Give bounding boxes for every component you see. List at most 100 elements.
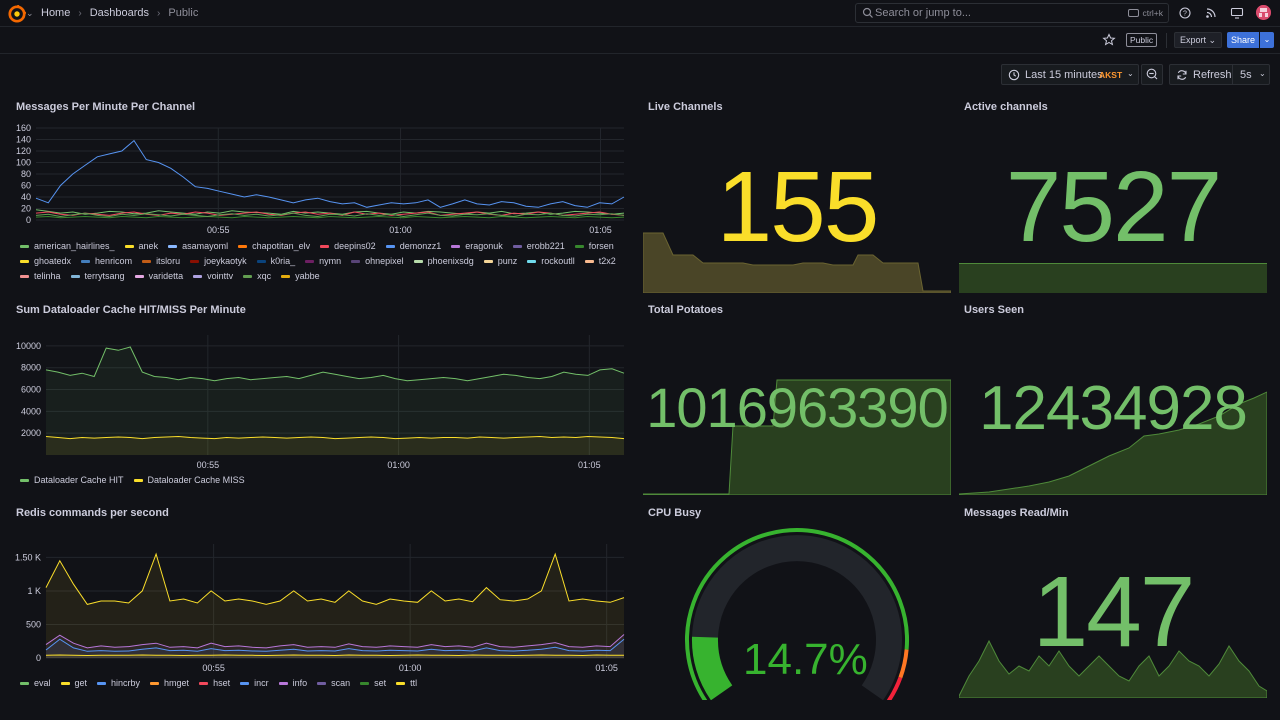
legend-item[interactable]: telinha [20,271,61,281]
series-line-info [45,634,625,649]
legend-item[interactable]: eragonuk [451,241,503,251]
legend-item[interactable]: info [278,678,307,688]
legend-item[interactable]: anek [124,241,158,251]
legend-swatch [190,259,200,263]
legend-item[interactable]: ttl [396,678,417,688]
y-tick-label: 0 [26,215,31,225]
legend-item[interactable]: american_hairlines_ [20,241,115,251]
legend-item[interactable]: hset [199,678,230,688]
star-icon[interactable] [1102,33,1116,47]
legend-label: xqc [257,271,272,281]
time-range-picker[interactable]: Last 15 minutes AKST ⌄ [1001,64,1139,85]
refresh-interval[interactable]: 5s [1240,69,1252,81]
legend-item[interactable]: terrytsang [70,271,125,281]
gauge-value [691,636,733,700]
redis-chart[interactable]: 0 500 1 K 1.50 K 00:55 01:00 01:05 [10,528,630,676]
legend-label: incr [254,678,269,688]
active-channels-value: 7527 [1005,151,1222,263]
legend-item[interactable]: punz [483,256,517,266]
breadcrumb-dashboards[interactable]: Dashboards [89,7,150,19]
panel-title-live-channels[interactable]: Live Channels [648,101,723,113]
share-button[interactable]: Share [1227,32,1259,48]
panel-title-active-channels[interactable]: Active channels [964,101,1048,113]
legend-item[interactable]: hmget [150,678,189,688]
zoom-out-button[interactable] [1141,64,1163,85]
legend-item[interactable]: hincrby [97,678,140,688]
legend-item[interactable]: vointtv [193,271,233,281]
legend-label: phoenixsdg [427,256,474,266]
live-channels-sparkline [643,232,951,293]
legend-item[interactable]: asamayoml [168,241,228,251]
panel-title-dataloader[interactable]: Sum Dataloader Cache HIT/MISS Per Minute [16,304,246,316]
breadcrumb: Home › Dashboards › Public [41,7,198,19]
legend-item[interactable]: nymn [305,256,341,266]
legend-item[interactable]: phoenixsdg [413,256,474,266]
panel-title-messages-per-minute[interactable]: Messages Per Minute Per Channel [16,101,196,113]
breadcrumb-home[interactable]: Home [41,7,71,19]
legend-item[interactable]: eval [20,678,51,688]
legend-item[interactable]: k0ria_ [256,256,295,266]
panel-title-redis[interactable]: Redis commands per second [16,507,169,519]
legend-swatch [133,478,143,482]
legend-swatch [281,274,291,278]
legend-item[interactable]: xqc [243,271,271,281]
search-input[interactable]: Search or jump to... ctrl+k [855,3,1169,23]
legend-item[interactable]: joeykaotyk [190,256,247,266]
legend-item[interactable]: Dataloader Cache MISS [133,475,245,485]
legend-item[interactable]: deepins02 [320,241,376,251]
legend-item[interactable]: chapotitan_elv [238,241,310,251]
legend-item[interactable]: incr [240,678,269,688]
legend-item[interactable]: get [60,678,87,688]
dataloader-chart[interactable]: 2000 4000 6000 8000 10000 00:55 01:00 01:05 [10,325,630,473]
panel-title-messages-read[interactable]: Messages Read/Min [964,507,1069,519]
legend-swatch [360,681,370,685]
legend-item[interactable]: scan [317,678,350,688]
x-tick-label: 01:05 [595,663,618,673]
y-tick-label: 20 [21,204,31,214]
refresh-divider [1232,65,1233,84]
messages-per-minute-legend: american_hairlines_ anek asamayoml chapotit… [20,241,620,281]
legend-item[interactable]: ohnepixel [351,256,404,266]
help-icon[interactable]: ? [1178,6,1192,20]
refresh-button[interactable]: Refresh 5s ⌄ [1169,64,1270,85]
legend-item[interactable]: ghoatedx [20,256,71,266]
legend-label: telinha [34,271,61,281]
legend-item[interactable]: erobb221 [512,241,565,251]
legend-swatch [81,259,91,263]
legend-swatch [20,259,29,263]
avatar[interactable] [1256,5,1271,20]
gauge-threshold-red [886,676,903,700]
rss-icon[interactable] [1204,6,1218,20]
panel-title-users-seen[interactable]: Users Seen [964,304,1024,316]
monitor-icon[interactable] [1230,6,1244,20]
panel-title-cpu-busy[interactable]: CPU Busy [648,507,702,519]
dataloader-legend: Dataloader Cache HIT Dataloader Cache MI… [20,475,245,485]
chevron-down-icon[interactable]: ⌄ [26,8,34,18]
legend-item[interactable]: varidetta [134,271,184,281]
legend-item[interactable]: henricom [81,256,132,266]
legend-item[interactable]: t2x2 [584,256,616,266]
series-line-Dataloader Cache MISS [45,435,625,440]
legend-item[interactable]: itsloru [142,256,180,266]
grafana-logo[interactable] [8,5,26,23]
public-badge: Public [1126,33,1158,47]
legend-swatch [238,244,248,248]
legend-label: hincrby [111,678,141,688]
chevron-down-icon: ⌄ [1259,69,1266,78]
legend-swatch [20,274,29,278]
chevron-down-icon: ⌄ [1127,69,1134,78]
panel-title-total-potatoes[interactable]: Total Potatoes [648,304,723,316]
legend-item[interactable]: demonzz1 [385,241,441,251]
share-dropdown-button[interactable]: ⌄ [1260,32,1274,48]
legend-item[interactable]: forsen [574,241,614,251]
export-button[interactable]: Export ⌄ [1174,32,1223,48]
legend-item[interactable]: rockoutll [527,256,575,266]
legend-item[interactable]: Dataloader Cache HIT [20,475,124,485]
cpu-busy-value: 14.7% [743,635,868,684]
legend-item[interactable]: yabbe [281,271,320,281]
legend-label: varidetta [148,271,184,281]
legend-item[interactable]: set [360,678,386,688]
legend-swatch [527,259,537,263]
legend-label: forsen [588,241,614,251]
